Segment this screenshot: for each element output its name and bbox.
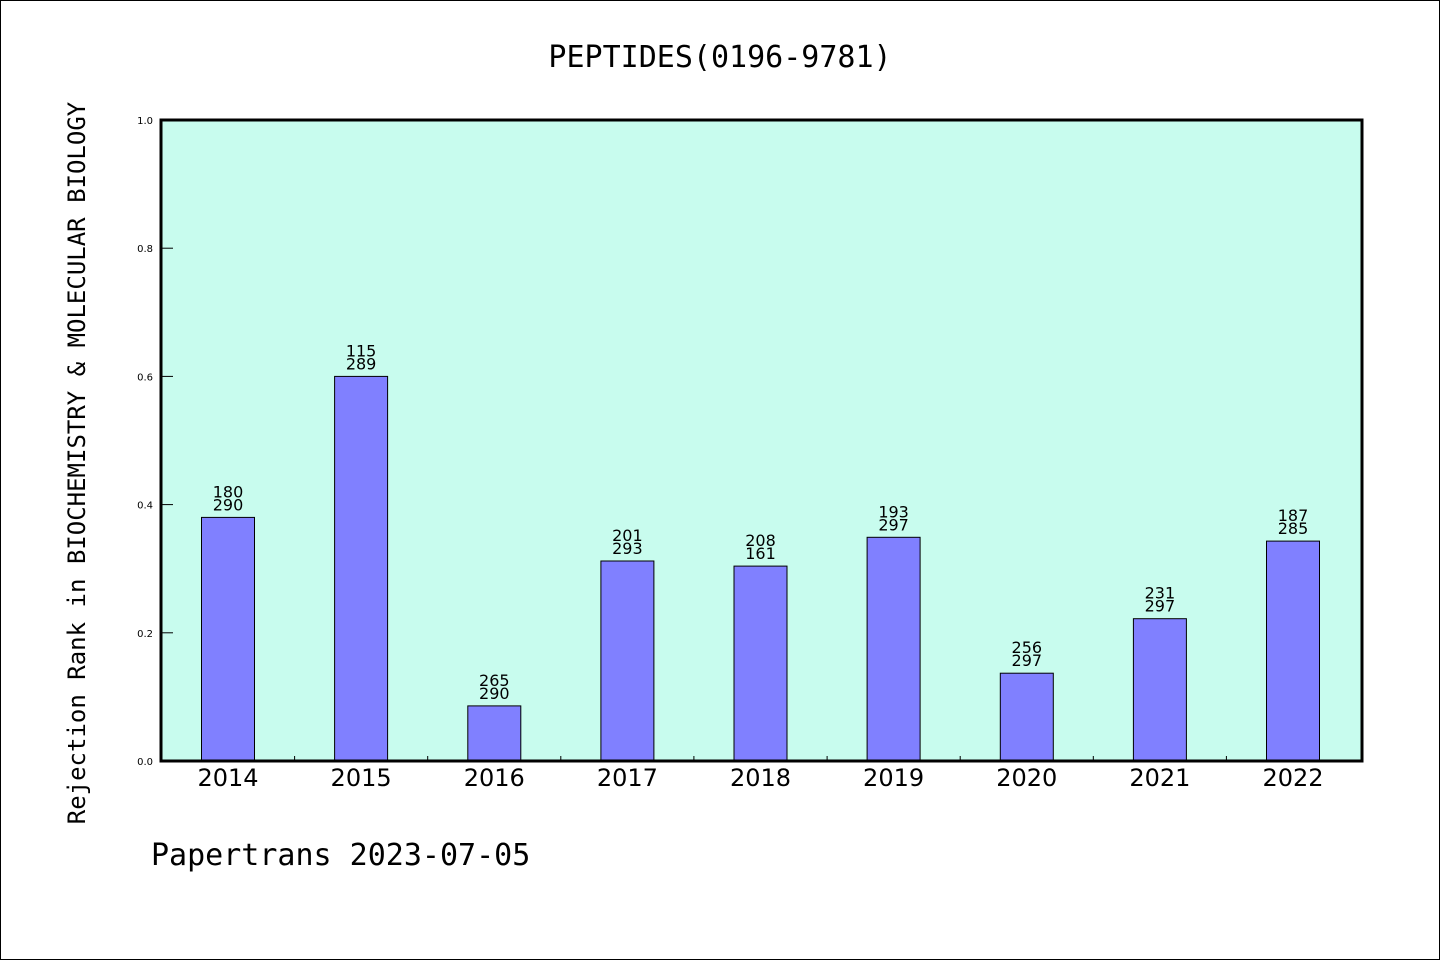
x-tick-label-2019: 2019 bbox=[863, 764, 924, 792]
y-tick-label-4: 0.8 bbox=[137, 244, 153, 255]
bar-2017 bbox=[600, 560, 655, 762]
data-label-top-2018: 208 bbox=[745, 531, 776, 550]
chart-title: PEPTIDES(0196-9781) bbox=[548, 40, 891, 75]
x-tick-label-2022: 2022 bbox=[1262, 764, 1323, 792]
data-label-bottom-2018: 161 bbox=[745, 544, 776, 563]
footer-credit: Papertrans 2023-07-05 bbox=[151, 838, 530, 873]
bar-2020 bbox=[999, 672, 1054, 762]
x-tick-label-2017: 2017 bbox=[597, 764, 658, 792]
y-axis: 0.0 0.2 0.4 0.6 0.8 1.0 bbox=[137, 116, 173, 768]
x-axis: 2014 2015 2016 2017 2018 2019 2020 2021 2022 bbox=[197, 756, 1324, 792]
bar-2018 bbox=[733, 565, 788, 762]
bar-2021 bbox=[1132, 618, 1187, 762]
x-tick-label-2014: 2014 bbox=[197, 764, 258, 792]
data-label-top-2015: 115 bbox=[346, 341, 377, 360]
x-tick-label-2018: 2018 bbox=[730, 764, 791, 792]
data-label-bottom-2015: 289 bbox=[346, 354, 377, 373]
data-label-bottom-2016: 290 bbox=[479, 684, 510, 703]
data-label-bottom-2017: 293 bbox=[612, 539, 643, 558]
data-label-top-2022: 187 bbox=[1278, 506, 1309, 525]
data-label-top-2014: 180 bbox=[213, 482, 244, 501]
y-tick-label-5: 1.0 bbox=[137, 116, 153, 127]
y-tick-label-0: 0.0 bbox=[137, 757, 153, 768]
data-label-bottom-2022: 285 bbox=[1278, 519, 1309, 538]
data-label-top-2016: 265 bbox=[479, 671, 510, 690]
data-label-bottom-2014: 290 bbox=[213, 495, 244, 514]
x-tick-label-2020: 2020 bbox=[996, 764, 1057, 792]
bar-2016 bbox=[467, 705, 522, 762]
bars-group bbox=[201, 375, 1320, 762]
y-tick-label-2: 0.4 bbox=[137, 501, 153, 512]
data-label-bottom-2020: 297 bbox=[1012, 651, 1043, 670]
data-label-top-2020: 256 bbox=[1012, 638, 1043, 657]
data-label-top-2017: 201 bbox=[612, 526, 643, 545]
data-label-bottom-2021: 297 bbox=[1145, 597, 1176, 616]
x-tick-label-2021: 2021 bbox=[1129, 764, 1190, 792]
y-tick-label-3: 0.6 bbox=[137, 372, 153, 383]
bar-2014 bbox=[201, 516, 255, 762]
bar-2015 bbox=[334, 375, 389, 762]
data-label-top-2021: 231 bbox=[1145, 584, 1176, 603]
bar-2019 bbox=[866, 536, 921, 762]
data-label-top-2019: 193 bbox=[878, 502, 909, 521]
y-tick-label-1: 0.2 bbox=[137, 629, 153, 640]
y-axis-label: Rejection Rank in BIOCHEMISTRY & MOLECUL… bbox=[63, 101, 91, 824]
data-label-bottom-2019: 297 bbox=[878, 515, 909, 534]
x-tick-label-2015: 2015 bbox=[331, 764, 392, 792]
x-tick-label-2016: 2016 bbox=[464, 764, 525, 792]
plot-frame bbox=[159, 118, 1364, 763]
bar-2022 bbox=[1266, 540, 1320, 762]
